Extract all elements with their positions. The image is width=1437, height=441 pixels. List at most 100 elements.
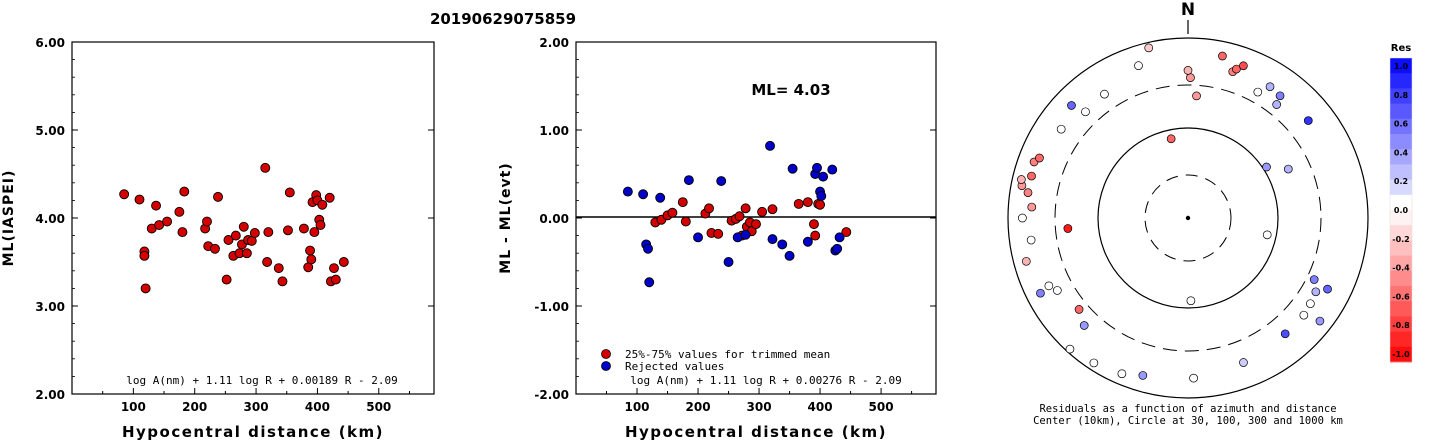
plot2-data-point (740, 203, 751, 214)
station-residual-marker (1023, 188, 1033, 198)
plot1-data-point (315, 220, 326, 230)
station-residual-marker (1026, 235, 1036, 245)
colorbar-cell (1390, 240, 1412, 257)
station-residual-marker (1189, 373, 1198, 383)
plot1-data-point (338, 257, 349, 267)
station-residual-marker (1027, 202, 1037, 212)
plot2-xtick-label: 400 (808, 400, 833, 414)
plot1-y-axis-label: ML(IASPEI) (1, 170, 17, 267)
plot2-data-point (751, 219, 761, 230)
plot2-data-point (677, 197, 688, 208)
plot1-ytick-label: 3.00 (35, 300, 65, 314)
colorbar-cell (1390, 164, 1412, 181)
plot1-data-point (223, 235, 234, 245)
plot1-frame (71, 41, 435, 395)
plot1-data-point (330, 274, 341, 285)
plot2-data-point (734, 211, 745, 222)
plot1-data-point (213, 191, 223, 202)
plot1-data-point (324, 192, 335, 203)
plot1-data-point (273, 263, 284, 274)
station-residual-marker (1117, 369, 1127, 379)
plot2-data-point (680, 216, 691, 227)
plot1-data-point (179, 186, 190, 197)
colorbar-cell (1390, 255, 1412, 272)
plot1-data-point (298, 223, 309, 234)
station-residual-marker (1052, 286, 1062, 295)
plot2-data-point (723, 257, 734, 267)
station-residual-marker (1280, 329, 1290, 339)
plot1-xtick-label: 400 (305, 400, 330, 414)
plot1-data-point (260, 162, 271, 173)
station-residual-marker (1021, 256, 1031, 266)
plot1-data-point (230, 230, 241, 241)
polar-caption-2: Center (10km), Circle at 30, 100, 300 an… (1033, 415, 1343, 427)
circle-1000km (1007, 37, 1369, 399)
plot2-data-point (644, 277, 655, 288)
north-label: N (1181, 0, 1195, 20)
station-residual-marker (1186, 296, 1196, 306)
center-point (1185, 215, 1191, 221)
plot2-data-point (740, 229, 751, 240)
plot2-xtick-label: 500 (869, 400, 894, 414)
plot2-data-point (767, 234, 778, 245)
station-residual-marker (1035, 153, 1044, 163)
plot2-data-point (713, 228, 724, 239)
plot1-data-point (221, 274, 232, 285)
station-residual-marker (1306, 299, 1315, 309)
plot2-data-point (622, 186, 633, 197)
station-residual-marker (1018, 213, 1027, 223)
plot2-data-point (812, 162, 822, 173)
ml-value-label: ML= 4.03 (751, 81, 830, 99)
station-residual-marker (1323, 284, 1332, 294)
plot2-data-point (757, 206, 768, 217)
colorbar-label: -0.2 (1392, 235, 1410, 244)
plot1-data-point (263, 227, 274, 238)
colorbar-cell (1390, 134, 1412, 150)
plot1-data-point (262, 257, 273, 267)
plot2-data-point (815, 199, 826, 210)
legend-marker-trimmed (601, 349, 611, 359)
plot2-data-point (655, 192, 666, 203)
colorbar-label: 1.0 (1394, 62, 1409, 71)
plot2-data-point (765, 140, 775, 151)
plot2-data-point (841, 227, 852, 238)
colorbar-frame (1389, 57, 1413, 363)
ml-vs-distance-plot: 100 200 300 400 500 2.00 3.00 4.00 5.00 6.00 log … (1, 36, 435, 441)
station-residual-marker (1027, 171, 1036, 181)
plot1-data-point (151, 200, 162, 211)
plot2-data-point (802, 197, 813, 208)
residual-vs-distance-plot: 100 200 300 400 500 -2.00 -1.00 0.00 1.00 2.00 ML… (498, 36, 937, 441)
plot1-xtick-label: 200 (182, 400, 207, 414)
plot2-data-point (827, 164, 838, 175)
legend-marker-rejected (601, 361, 611, 371)
colorbar-label: -0.8 (1392, 321, 1410, 330)
colorbar-cell (1390, 225, 1412, 241)
plot1-data-point (177, 227, 188, 238)
colorbar-label: 0.4 (1394, 148, 1409, 157)
plot1-data-point (162, 216, 173, 227)
plot1-data-point (134, 194, 145, 205)
plot1-xtick-label: 300 (244, 400, 269, 414)
colorbar-cells (1389, 57, 1413, 363)
chart-title: 20190629075859 (430, 10, 576, 28)
colorbar-cell (1390, 316, 1412, 333)
plot2-ytick-label: 2.00 (539, 36, 569, 50)
colorbar-cell (1390, 331, 1412, 348)
plot2-ytick-label: 0.00 (539, 212, 569, 226)
station-residual-marker (1134, 61, 1143, 70)
plot2-data-point (809, 219, 819, 230)
station-residual-marker (1166, 134, 1176, 144)
station-residual-marker (1239, 61, 1248, 71)
plot1-xtick-label: 500 (366, 400, 391, 414)
colorbar-cell (1390, 58, 1412, 74)
plot1-data-point (284, 187, 295, 198)
colorbar-cell (1390, 73, 1412, 89)
station-residual-marker (1262, 162, 1271, 172)
plot1-ytick-label: 2.00 (35, 388, 65, 402)
colorbar-labels: 1.0 0.8 0.6 0.4 0.2 0.0 -0.2 -0.4 -0.6 -0.8 -1.0 (1392, 62, 1410, 359)
plot1-ytick-label: 5.00 (35, 124, 65, 138)
plot2-xtick-label: 200 (686, 400, 711, 414)
station-residual-marker (1309, 275, 1319, 284)
plot1-data-point (309, 227, 320, 238)
plot1-data-point (202, 216, 212, 227)
